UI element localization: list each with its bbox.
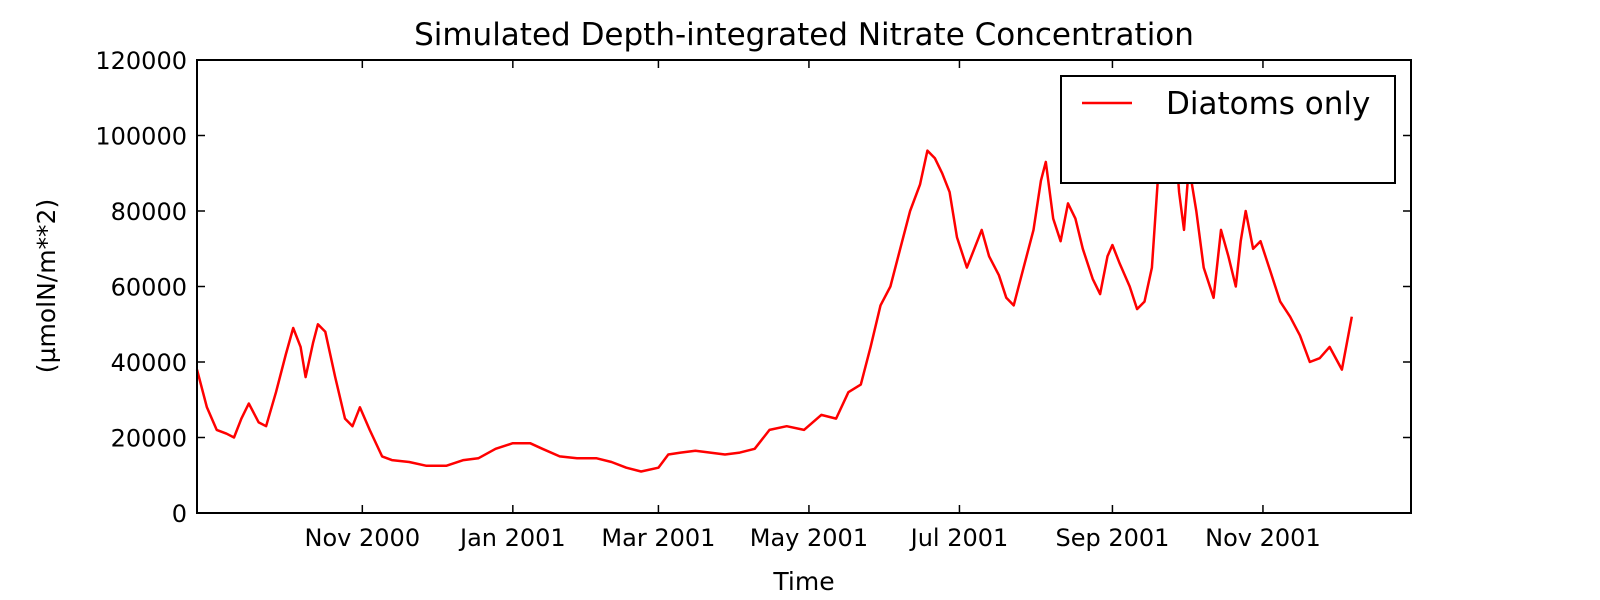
legend-box — [1060, 75, 1396, 184]
axis-ticks: 0 20000 40000 60000 80000 100000 120000 Nov 200… — [95, 47, 1411, 552]
x-tick-label-3: May 2001 — [750, 524, 868, 552]
y-tick-label-0: 0 — [172, 500, 187, 528]
legend: Diatoms only — [1060, 75, 1396, 184]
plot-frame — [196, 59, 1412, 514]
chart-title: Simulated Depth-integrated Nitrate Conce… — [414, 17, 1194, 53]
x-axis-label: Time — [772, 567, 834, 596]
x-tick-label-6: Nov 2001 — [1205, 524, 1321, 552]
x-tick-label-1: Jan 2001 — [458, 524, 566, 552]
legend-label-0: Diatoms only — [1166, 86, 1370, 122]
y-tick-label-2: 40000 — [111, 349, 187, 377]
y-tick-label-5: 100000 — [95, 123, 187, 151]
y-tick-label-6: 120000 — [95, 47, 187, 75]
y-axis-label: (µmolN/m**2) — [32, 199, 61, 373]
x-tick-label-4: Jul 2001 — [909, 524, 1009, 552]
y-tick-label-3: 60000 — [111, 274, 187, 302]
x-tick-label-2: Mar 2001 — [601, 524, 715, 552]
x-tick-label-0: Nov 2000 — [305, 524, 421, 552]
y-tick-label-4: 80000 — [111, 198, 187, 226]
y-tick-label-1: 20000 — [111, 425, 187, 453]
x-tick-label-5: Sep 2001 — [1055, 524, 1169, 552]
